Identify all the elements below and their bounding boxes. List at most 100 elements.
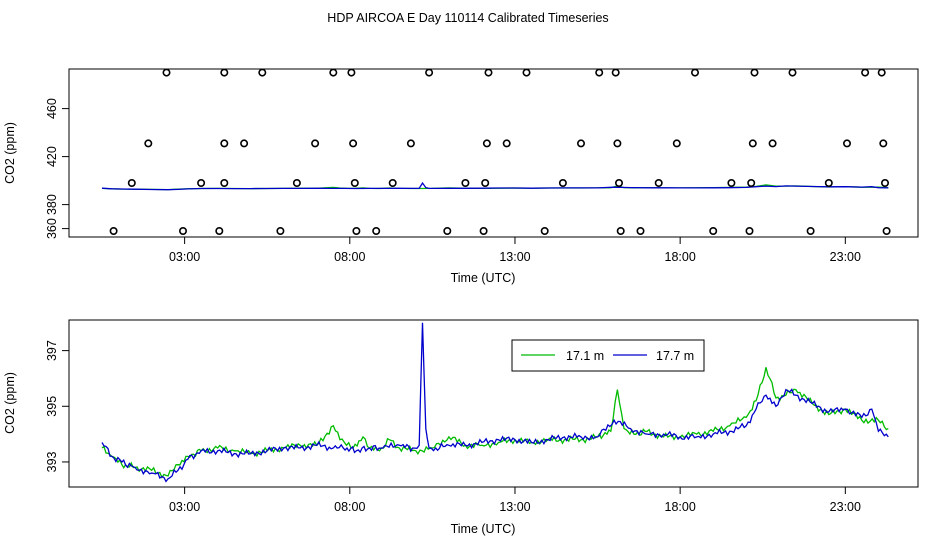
x-axis-bottom: 03:00 08:00 13:00 18:00 23:00: [169, 486, 861, 514]
calibration-point: [877, 68, 886, 77]
calibration-point: [745, 227, 754, 236]
x-tick-label: 03:00: [169, 500, 200, 514]
calibration-point: [614, 179, 623, 188]
calibration-point: [824, 179, 833, 188]
calibration-point: [349, 139, 358, 148]
plot-frame-top: [68, 68, 919, 238]
calibration-point: [425, 68, 434, 77]
x-tick-label: 23:00: [830, 500, 861, 514]
calibration-point: [654, 179, 663, 188]
calibration-point: [350, 179, 359, 188]
calibration-point: [672, 139, 681, 148]
calibration-point: [352, 227, 361, 236]
calibration-point: [481, 179, 490, 188]
x-tick-label: 23:00: [830, 250, 861, 264]
y-axis-bottom: 393 395 397: [45, 340, 70, 472]
y-tick-label: 395: [45, 396, 59, 417]
calibration-point: [879, 139, 888, 148]
calibration-point: [613, 139, 622, 148]
x-tick-label: 08:00: [334, 500, 365, 514]
calibration-point: [220, 179, 229, 188]
series-line-17-7-m: [101, 322, 889, 483]
x-tick-label: 18:00: [665, 250, 696, 264]
calibration-point: [144, 139, 153, 148]
calibration-point: [768, 139, 777, 148]
calibration-point: [461, 179, 470, 188]
plot-frame-bottom: [68, 319, 919, 488]
calibration-point: [558, 179, 567, 188]
figure-title: HDP AIRCOA E Day 110114 Calibrated Times…: [327, 11, 608, 25]
calibration-point: [882, 227, 891, 236]
y-tick-label: 360: [45, 218, 59, 239]
calibration-point: [750, 68, 759, 77]
calibration-point: [388, 179, 397, 188]
calibration-point: [616, 227, 625, 236]
calibration-point: [747, 179, 756, 188]
y-axis-label-top: CO2 (ppm): [3, 122, 17, 184]
x-axis-label-top: Time (UTC): [451, 271, 516, 285]
legend: 17.1 m 17.7 m: [511, 339, 705, 372]
legend-label-17-7m: 17.7 m: [656, 349, 694, 363]
calibration-point: [292, 179, 301, 188]
calibration-point: [443, 227, 452, 236]
x-axis-label-bottom: Time (UTC): [451, 522, 516, 536]
y-tick-label: 380: [45, 194, 59, 215]
calibration-point: [540, 227, 549, 236]
calibration-point: [709, 227, 718, 236]
calibration-point: [880, 179, 889, 188]
y-tick-label: 460: [45, 98, 59, 119]
calibration-point: [197, 179, 206, 188]
y-tick-label: 420: [45, 146, 59, 167]
calibration-point: [727, 179, 736, 188]
x-tick-label: 18:00: [665, 500, 696, 514]
x-axis-top: 03:00 08:00 13:00 18:00 23:00: [169, 236, 861, 264]
x-tick-label: 13:00: [499, 500, 530, 514]
calibration-point: [406, 139, 415, 148]
series-line-17-1-m: [101, 367, 889, 479]
calibration-point: [690, 68, 699, 77]
top-series-line: [101, 181, 889, 191]
calibration-point: [482, 139, 491, 148]
y-tick-label: 393: [45, 451, 59, 472]
calibration-point: [748, 139, 757, 148]
calibration-point: [329, 68, 338, 77]
x-tick-label: 13:00: [499, 250, 530, 264]
calibration-point: [258, 68, 267, 77]
calibration-point: [788, 68, 797, 77]
calibration-point: [109, 227, 118, 236]
y-tick-label: 397: [45, 340, 59, 361]
x-tick-label: 03:00: [169, 250, 200, 264]
calibration-point: [522, 68, 531, 77]
calibration-point: [240, 139, 249, 148]
top-series-lines: [101, 181, 889, 191]
calibration-point: [220, 139, 229, 148]
calibration-points: [109, 68, 891, 236]
calibration-point: [311, 139, 320, 148]
calibration-point: [220, 68, 229, 77]
bottom-series-lines: [101, 322, 889, 483]
calibration-point: [215, 227, 224, 236]
calibration-point: [127, 179, 136, 188]
calibration-point: [502, 139, 511, 148]
calibration-point: [479, 227, 488, 236]
calibration-point: [372, 227, 381, 236]
calibration-point: [484, 68, 493, 77]
calibration-point: [806, 227, 815, 236]
y-axis-label-bottom: CO2 (ppm): [3, 372, 17, 434]
calibration-point: [861, 68, 870, 77]
legend-label-17-1m: 17.1 m: [566, 349, 604, 363]
calibration-point: [636, 227, 645, 236]
calibration-point: [162, 68, 171, 77]
calibration-point: [611, 68, 620, 77]
x-tick-label: 08:00: [334, 250, 365, 264]
y-axis-top: 360 380 420 460: [45, 98, 70, 239]
calibration-point: [276, 227, 285, 236]
calibration-point: [595, 68, 604, 77]
calibration-point: [179, 227, 188, 236]
panel-top: 03:00 08:00 13:00 18:00 23:00 360 380 420 460 T…: [3, 68, 919, 285]
calibration-point: [842, 139, 851, 148]
panel-bottom: 03:00 08:00 13:00 18:00 23:00 393 395 397 Time…: [3, 319, 919, 536]
calibration-point: [347, 68, 356, 77]
calibration-point: [576, 139, 585, 148]
